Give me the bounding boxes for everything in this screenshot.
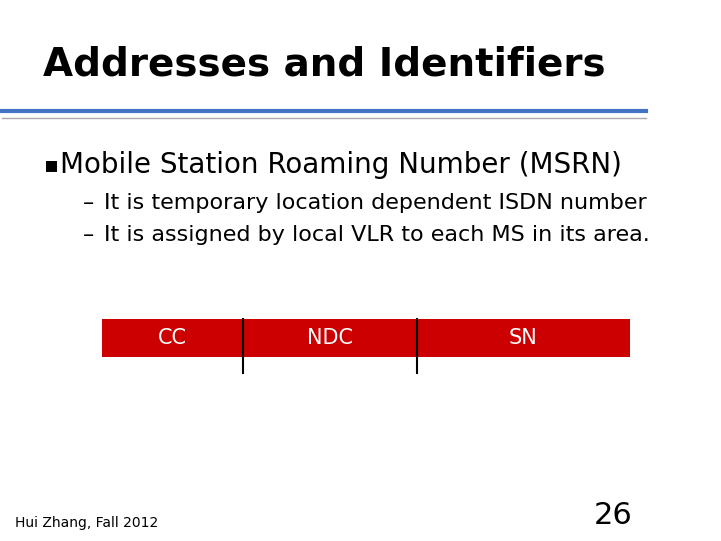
Text: ▪: ▪ (44, 155, 59, 175)
Text: NDC: NDC (307, 328, 353, 348)
Text: It is temporary location dependent ISDN number: It is temporary location dependent ISDN … (104, 193, 647, 213)
Text: CC: CC (158, 328, 187, 348)
Text: –: – (82, 226, 94, 245)
Text: SN: SN (509, 328, 538, 348)
Text: It is assigned by local VLR to each MS in its area.: It is assigned by local VLR to each MS i… (104, 226, 650, 245)
Text: Mobile Station Roaming Number (MSRN): Mobile Station Roaming Number (MSRN) (60, 151, 622, 179)
FancyBboxPatch shape (417, 319, 629, 357)
Text: 26: 26 (594, 501, 633, 530)
FancyBboxPatch shape (244, 319, 417, 357)
FancyBboxPatch shape (102, 319, 244, 357)
Text: Hui Zhang, Fall 2012: Hui Zhang, Fall 2012 (15, 516, 158, 530)
Text: –: – (82, 193, 94, 213)
Text: Addresses and Identifiers: Addresses and Identifiers (43, 46, 605, 84)
